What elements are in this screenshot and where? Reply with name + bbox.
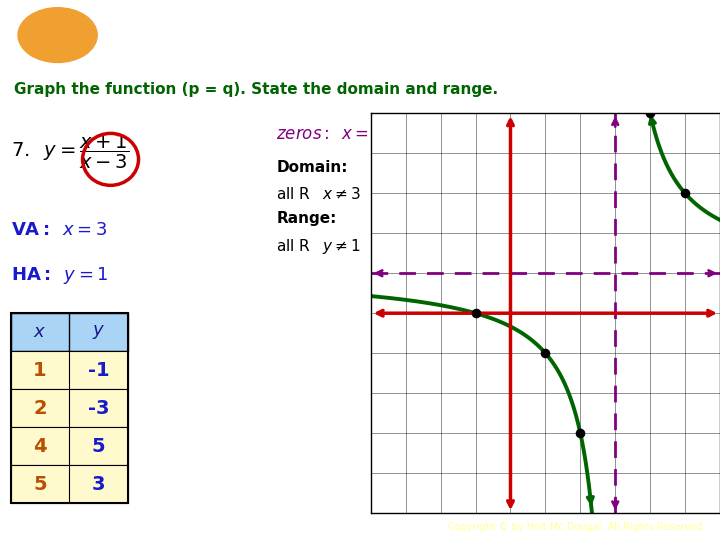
Point (540, 349, 552, 357)
Text: 4: 4 (33, 436, 47, 456)
Text: Copyright © by Holt Mc Dougal. All Rights Reserved.: Copyright © by Holt Mc Dougal. All Right… (449, 522, 706, 531)
FancyBboxPatch shape (11, 389, 128, 427)
FancyBboxPatch shape (11, 313, 128, 351)
Text: -1: -1 (88, 361, 109, 380)
Text: 5: 5 (91, 436, 105, 456)
Text: Graph the function (p = q). State the domain and range.: Graph the function (p = q). State the do… (14, 82, 498, 97)
FancyBboxPatch shape (11, 465, 128, 503)
Text: all R $\;\; y \neq 1$: all R $\;\; y \neq 1$ (276, 238, 361, 256)
Text: Range:: Range: (276, 211, 337, 226)
Text: $\mathit{zeros}{:}\;\; x = -1$: $\mathit{zeros}{:}\;\; x = -1$ (276, 125, 404, 143)
Ellipse shape (18, 8, 97, 63)
FancyBboxPatch shape (11, 427, 128, 465)
Text: all R $\;\; x \neq 3$: all R $\;\; x \neq 3$ (276, 186, 361, 202)
Text: $x$: $x$ (33, 323, 47, 341)
FancyBboxPatch shape (11, 351, 128, 389)
Text: 3: 3 (92, 475, 105, 494)
Text: Holt Mc.Dougal Algebra 2: Holt Mc.Dougal Algebra 2 (14, 519, 215, 534)
Text: 2: 2 (33, 399, 47, 417)
Text: $7.\;\; y = \dfrac{x+1}{x-3}$: $7.\;\; y = \dfrac{x+1}{x-3}$ (11, 133, 129, 172)
Text: 1: 1 (33, 361, 47, 380)
Text: $\mathbf{VA:}\;\; x=3$: $\mathbf{VA:}\;\; x=3$ (11, 221, 107, 239)
Text: Rational Functions: Rational Functions (222, 19, 541, 48)
Point (575, 429, 586, 437)
Point (644, 109, 656, 118)
Point (469, 309, 481, 318)
Text: $\mathbf{HA:}\;\; y=1$: $\mathbf{HA:}\;\; y=1$ (11, 265, 108, 286)
Text: Domain:: Domain: (276, 160, 348, 175)
Text: -3: -3 (88, 399, 109, 417)
Text: $y$: $y$ (92, 323, 105, 341)
Point (680, 189, 691, 198)
Text: 5: 5 (33, 475, 47, 494)
